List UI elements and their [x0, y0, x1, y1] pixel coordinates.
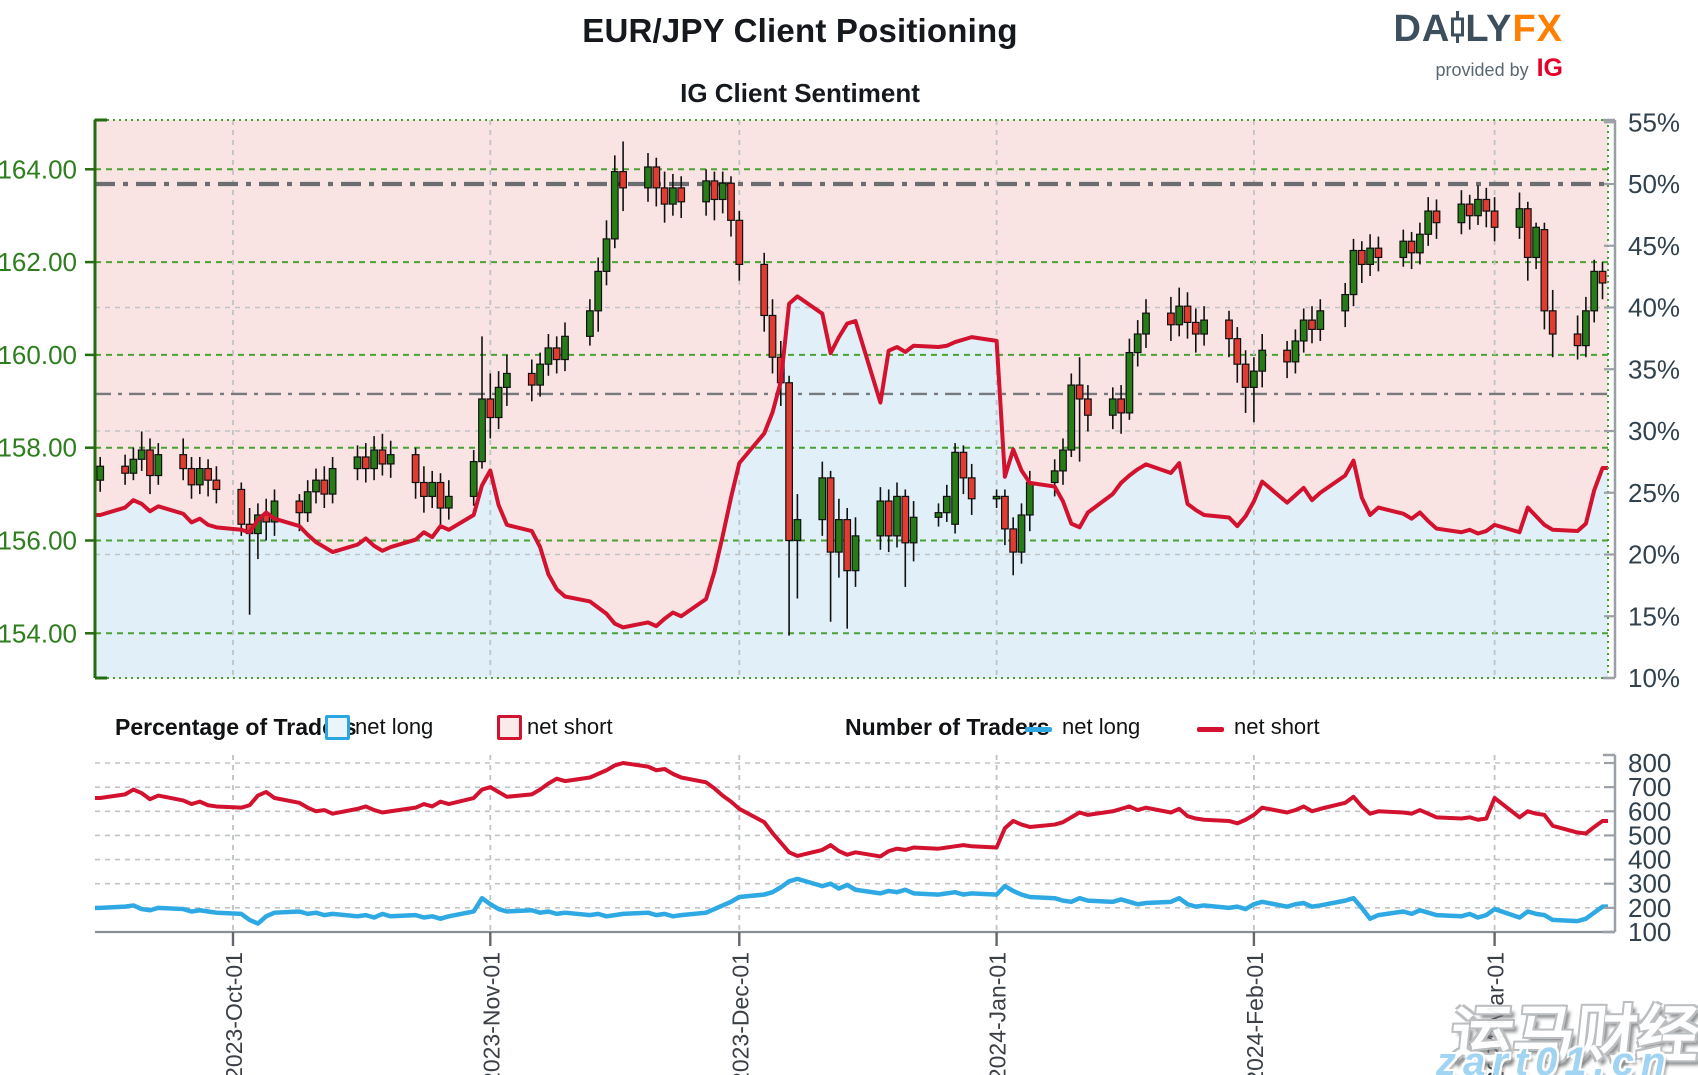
x-tick-label: 2023-Dec-01 — [727, 952, 753, 1075]
count-tick-label: 700 — [1628, 772, 1671, 802]
net-short-pct-line — [95, 294, 1608, 630]
pct-tick-label: 50% — [1628, 169, 1680, 199]
x-tick-label: 2024-Feb-01 — [1242, 952, 1268, 1075]
count-tick-label: 600 — [1628, 796, 1671, 826]
count-tick-label: 400 — [1628, 845, 1671, 875]
pct-tick-label: 25% — [1628, 478, 1680, 508]
pct-tick-label: 15% — [1628, 601, 1680, 631]
dailyfx-logo: DA LYFX provided by IG — [1393, 10, 1563, 81]
count-tick-label: 100 — [1628, 917, 1671, 947]
num-net-long-line — [95, 876, 1608, 926]
dailyfx-wordmark: DA LYFX — [1393, 10, 1563, 50]
legend-num-group-title: Number of Traders — [845, 713, 1050, 740]
pct-tick-label: 35% — [1628, 354, 1680, 384]
ig-logo: IG — [1536, 54, 1563, 82]
legend-pct-group-title: Percentage of Traders — [115, 713, 357, 740]
num-net-long-swatch — [1025, 727, 1052, 732]
pct-net-long-label: net long — [355, 714, 434, 739]
num-net-long-label: net long — [1062, 714, 1141, 739]
chart-subtitle: IG Client Sentiment — [680, 78, 920, 108]
count-tick-label: 200 — [1628, 893, 1671, 923]
pct-net-long-swatch — [325, 715, 350, 740]
price-tick-label: 156.00 — [0, 526, 77, 556]
price-tick-label: 164.00 — [0, 154, 77, 184]
x-tick-label: 2024-Mar-01 — [1483, 952, 1509, 1075]
pct-tick-label: 45% — [1628, 231, 1680, 261]
traders-panel: 2023-Oct-01 2023-Nov-01 2023-Dec-01 2024-Ja… — [95, 748, 1671, 1075]
pct-net-short-swatch — [497, 715, 522, 740]
provided-by-line: provided by IG — [1393, 56, 1563, 81]
x-tick-label: 2023-Nov-01 — [478, 952, 504, 1075]
logo-text-fx: FX — [1512, 8, 1563, 50]
x-tick-label: 2023-Oct-01 — [221, 952, 247, 1075]
page-title: EUR/JPY Client Positioning — [582, 12, 1018, 49]
num-net-short-swatch — [1197, 727, 1224, 732]
pct-tick-label: 40% — [1628, 293, 1680, 323]
x-tick-label: 2024-Jan-01 — [985, 952, 1011, 1075]
watermark-url: zart01.cn — [1436, 1040, 1673, 1075]
pct-tick-label: 30% — [1628, 416, 1680, 446]
count-tick-label: 300 — [1628, 869, 1671, 899]
price-tick-label: 154.00 — [0, 618, 77, 648]
price-tick-label: 162.00 — [0, 247, 77, 277]
pct-tick-label: 55% — [1628, 107, 1680, 137]
count-tick-label: 500 — [1628, 820, 1671, 850]
x-axis-labels: 2023-Oct-01 2023-Nov-01 2023-Dec-01 2024-Ja… — [221, 932, 1509, 1075]
pct-tick-label: 20% — [1628, 540, 1680, 570]
num-net-short-line — [95, 761, 1608, 859]
num-net-short-label: net short — [1234, 714, 1320, 739]
price-tick-label: 160.00 — [0, 340, 77, 370]
main-plot-border — [94, 119, 1609, 679]
count-tick-label: 800 — [1628, 748, 1671, 778]
main-panel — [95, 120, 1608, 678]
provided-by-text: provided by — [1435, 60, 1529, 80]
logo-text-ly: LY — [1465, 8, 1513, 50]
price-axis: 164.00 162.00 160.00 158.00 156.00 154.00 — [0, 118, 107, 680]
pct-net-short-label: net short — [527, 714, 613, 739]
pct-axis: 55% 50% 45% 40% 35% 30% 25% 20% 15% 10% — [1603, 107, 1680, 693]
price-tick-label: 158.00 — [0, 433, 77, 463]
candlestick-icon — [1451, 11, 1465, 50]
logo-text-da: DA — [1393, 8, 1451, 50]
candlesticks — [96, 141, 1607, 636]
net-long-region — [95, 296, 1608, 678]
pct-tick-label: 10% — [1628, 663, 1680, 693]
